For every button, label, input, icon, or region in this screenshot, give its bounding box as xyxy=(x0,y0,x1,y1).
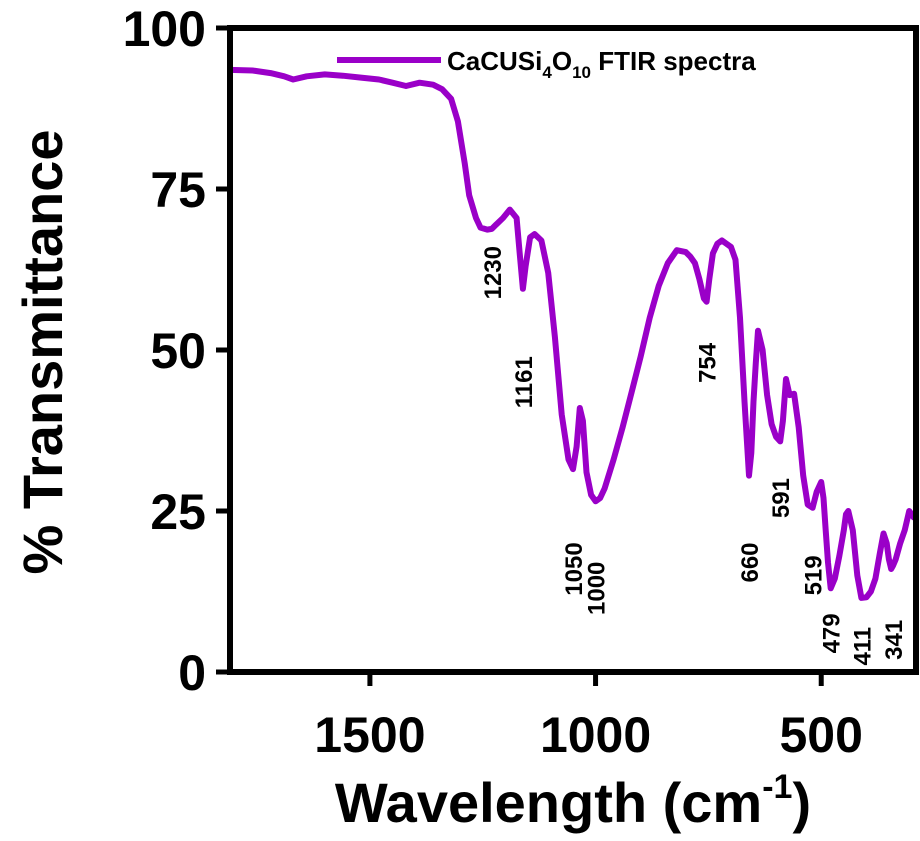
peak-label-341: 341 xyxy=(881,620,908,660)
ftir-spectrum-line xyxy=(227,66,917,601)
legend: CaCUSi4O10 FTIR spectra xyxy=(337,46,756,82)
legend-label: CaCUSi4O10 FTIR spectra xyxy=(447,46,756,82)
x-axis-title: Wavelength (cm-1) xyxy=(335,768,811,834)
x-tick-label: 500 xyxy=(780,707,863,763)
x-tick-label: 1500 xyxy=(314,707,425,763)
peak-label-519: 519 xyxy=(801,555,828,595)
peak-label-411: 411 xyxy=(849,627,876,666)
peak-label-1050: 1050 xyxy=(561,542,588,595)
peak-label-479: 479 xyxy=(819,613,846,653)
x-tick-label: 1000 xyxy=(540,707,651,763)
peak-label-1000: 1000 xyxy=(584,562,611,615)
y-tick-label: 0 xyxy=(178,645,206,701)
y-tick-label: 25 xyxy=(150,484,206,540)
y-axis-title: % Transmittance xyxy=(11,129,74,574)
peak-label-1161: 1161 xyxy=(511,356,538,408)
y-tick-label: 100 xyxy=(123,1,206,57)
peak-label-660: 660 xyxy=(737,542,764,582)
peak-label-1230: 1230 xyxy=(480,246,507,299)
plot-frame xyxy=(227,25,919,675)
y-tick-label: 75 xyxy=(150,162,206,218)
peak-label-591: 591 xyxy=(768,478,795,518)
peak-label-754: 754 xyxy=(695,342,722,383)
y-tick-label: 50 xyxy=(150,323,206,379)
